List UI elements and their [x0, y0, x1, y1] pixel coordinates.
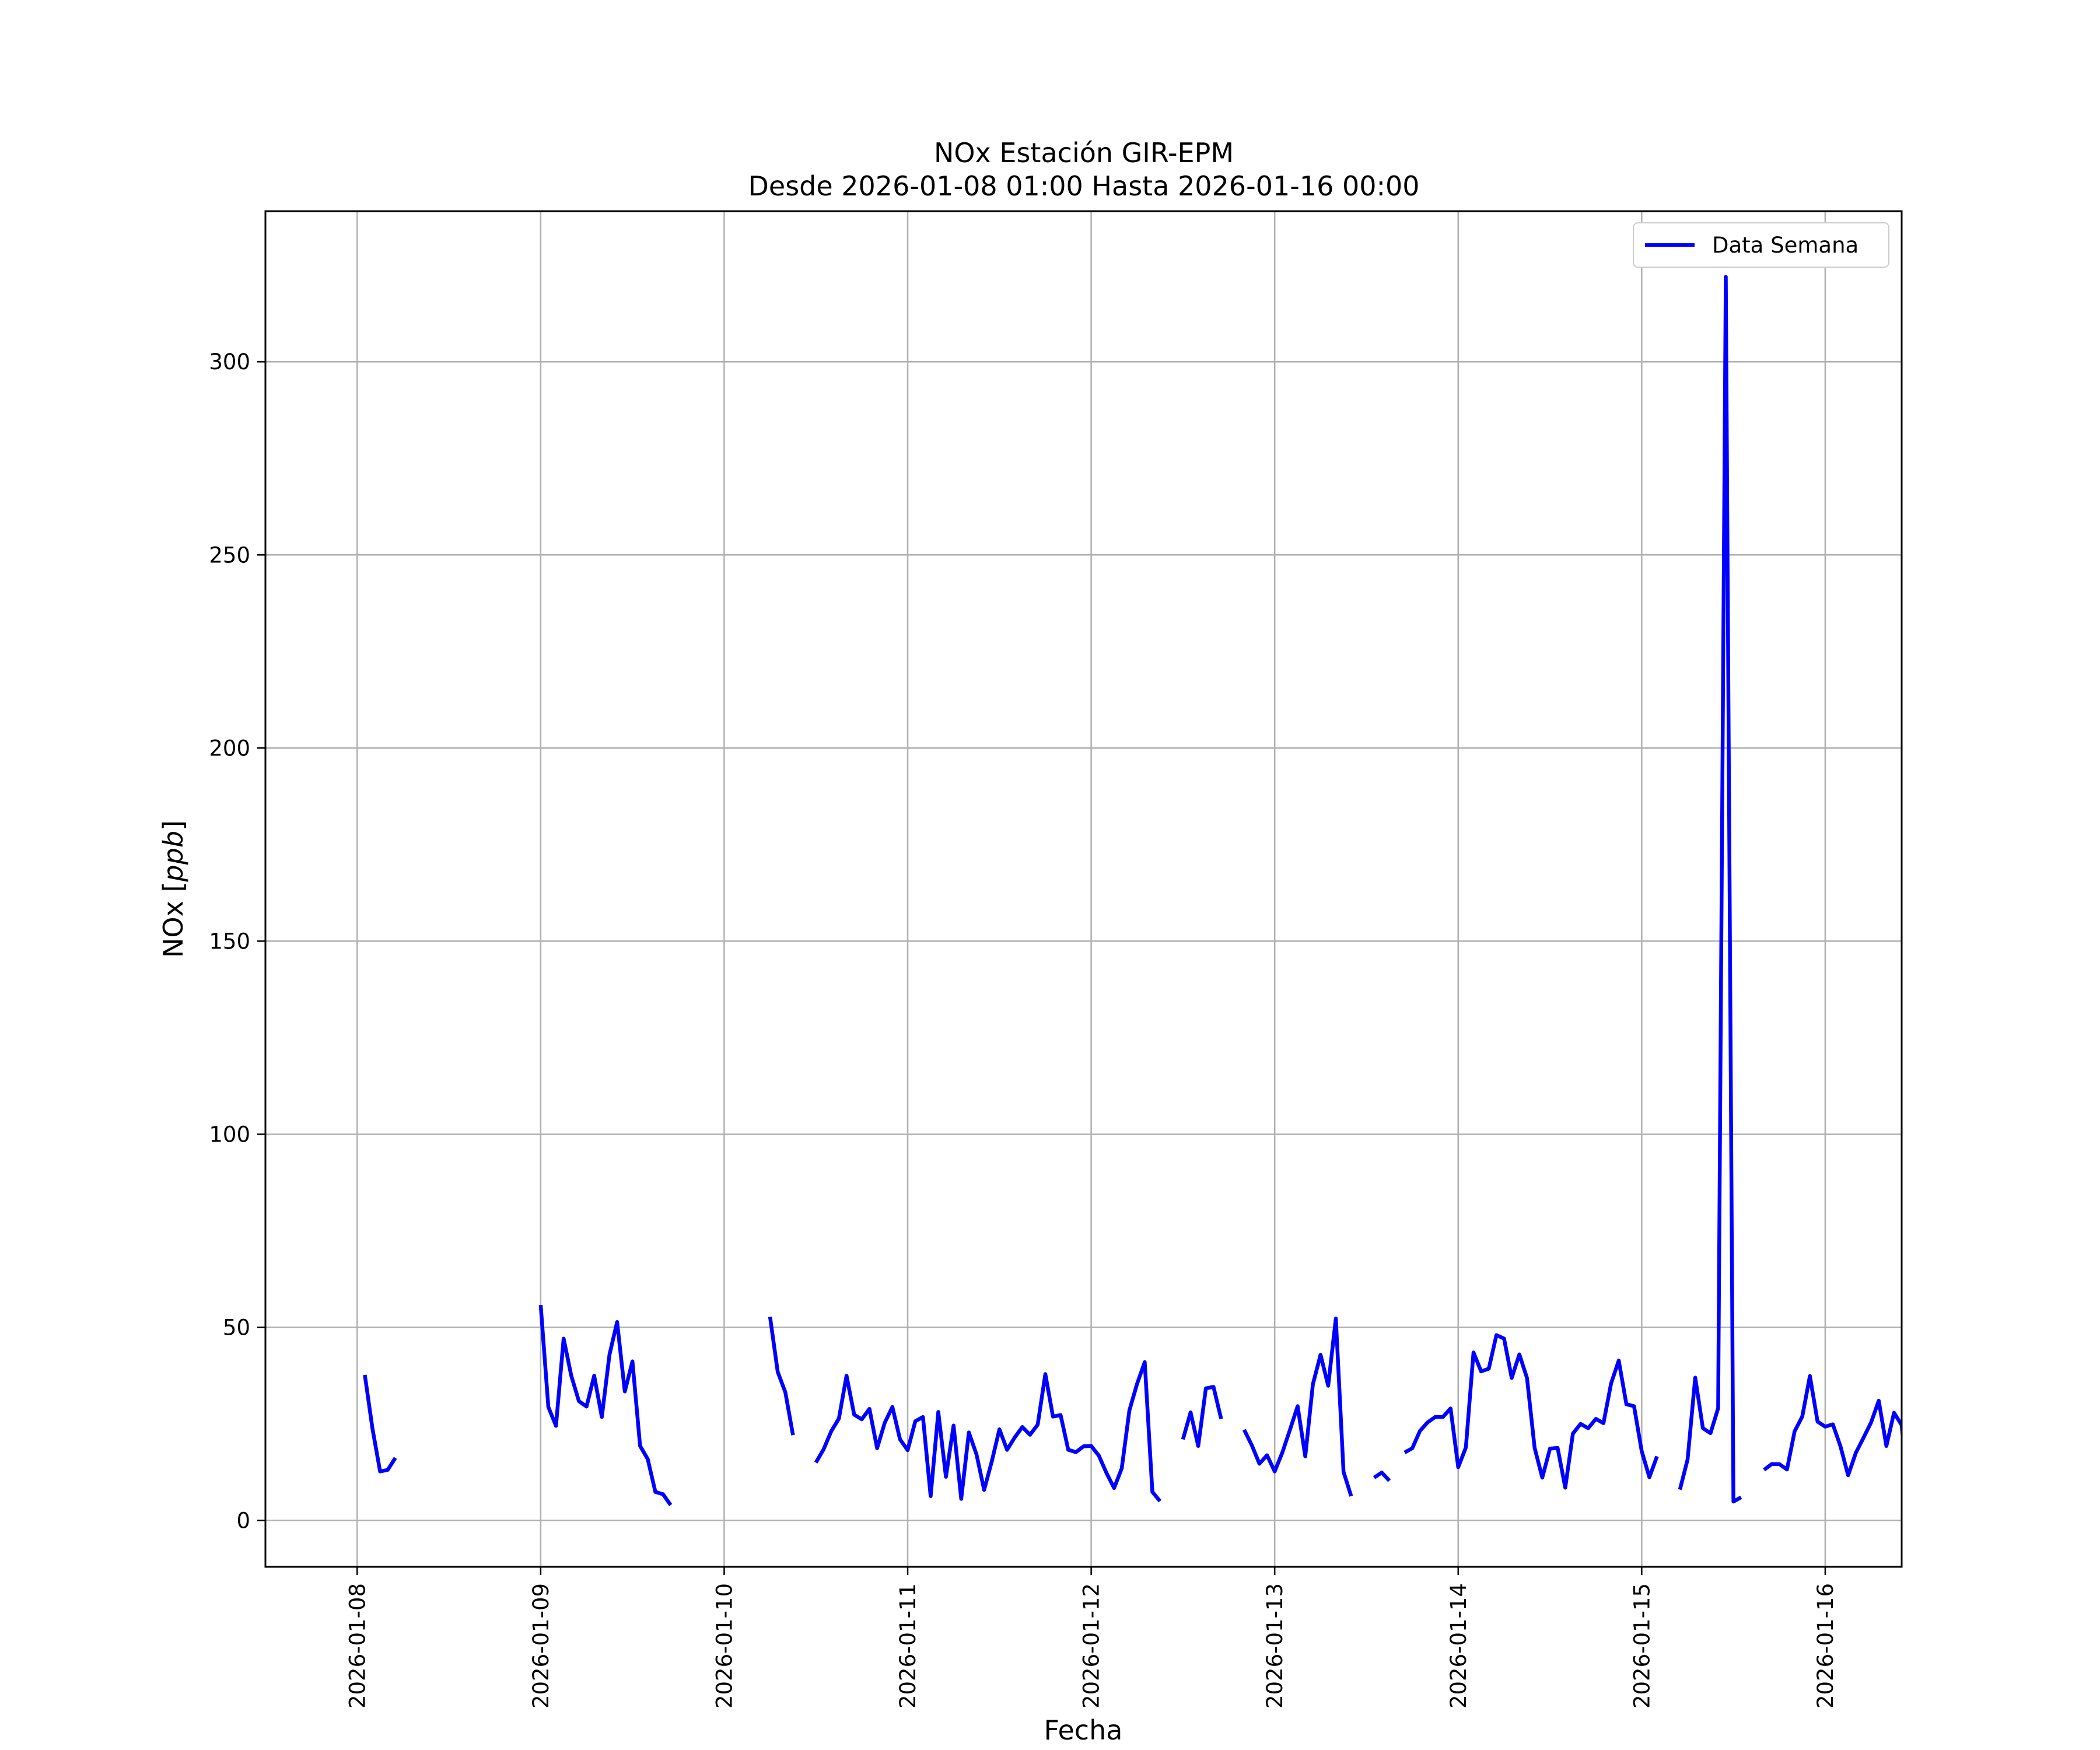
- y-tick-label: 0: [236, 1508, 250, 1534]
- y-axis-label-text: NOx [: [158, 882, 189, 958]
- y-axis-label: NOx [ppb]: [158, 820, 189, 958]
- x-tick-label: 2026-01-12: [1079, 1583, 1104, 1709]
- x-tick-label: 2026-01-10: [712, 1583, 737, 1709]
- x-tick-label: 2026-01-14: [1446, 1583, 1471, 1709]
- legend-box: [1633, 222, 1889, 268]
- y-axis-label-unit: ppb: [158, 831, 189, 883]
- series-line-segment: [1181, 1385, 1223, 1448]
- legend: Data Semana: [1633, 222, 1889, 268]
- plot-frame: [264, 210, 1903, 1568]
- x-tick-label: 2026-01-09: [528, 1583, 554, 1709]
- chart-title: NOx Estación GIR-EPM: [934, 137, 1234, 169]
- legend-label: Data Semana: [1712, 233, 1859, 258]
- series-line-segment: [1763, 1374, 1902, 1478]
- y-axis-label-close: ]: [158, 820, 189, 831]
- x-tick-label: 2026-01-11: [895, 1583, 921, 1709]
- series-line-segment: [1242, 1317, 1353, 1497]
- series-layer: [363, 275, 2017, 1506]
- series-line-segment: [1678, 275, 1742, 1504]
- x-tick-label: 2026-01-15: [1629, 1583, 1654, 1709]
- x-tick-label: 2026-01-08: [345, 1583, 370, 1709]
- grid: [265, 211, 1902, 1567]
- x-tick-label: 2026-01-13: [1262, 1583, 1287, 1709]
- ticks: 2026-01-08 2026-01-09 2026-01-10 2026-01-11…: [209, 349, 1838, 1709]
- y-tick-label: 200: [209, 736, 250, 761]
- y-tick-label: 50: [223, 1315, 250, 1340]
- y-tick-label: 250: [209, 542, 250, 568]
- y-tick-label: 300: [209, 349, 250, 374]
- series-line-segment: [814, 1360, 1162, 1503]
- y-tick-label: 100: [209, 1122, 250, 1147]
- series-line-segment: [363, 1374, 397, 1474]
- x-tick-label: 2026-01-16: [1813, 1583, 1838, 1709]
- series-line-segment: [1404, 1333, 1659, 1490]
- series-line-segment: [768, 1317, 795, 1436]
- x-axis-label: Fecha: [1044, 1714, 1123, 1746]
- series-line-segment: [538, 1304, 673, 1506]
- y-tick-label: 150: [209, 929, 250, 954]
- chart-subtitle: Desde 2026-01-08 01:00 Hasta 2026-01-16 …: [748, 170, 1419, 202]
- series-line-segment: [1955, 1335, 2017, 1486]
- series-line-segment: [1373, 1471, 1391, 1482]
